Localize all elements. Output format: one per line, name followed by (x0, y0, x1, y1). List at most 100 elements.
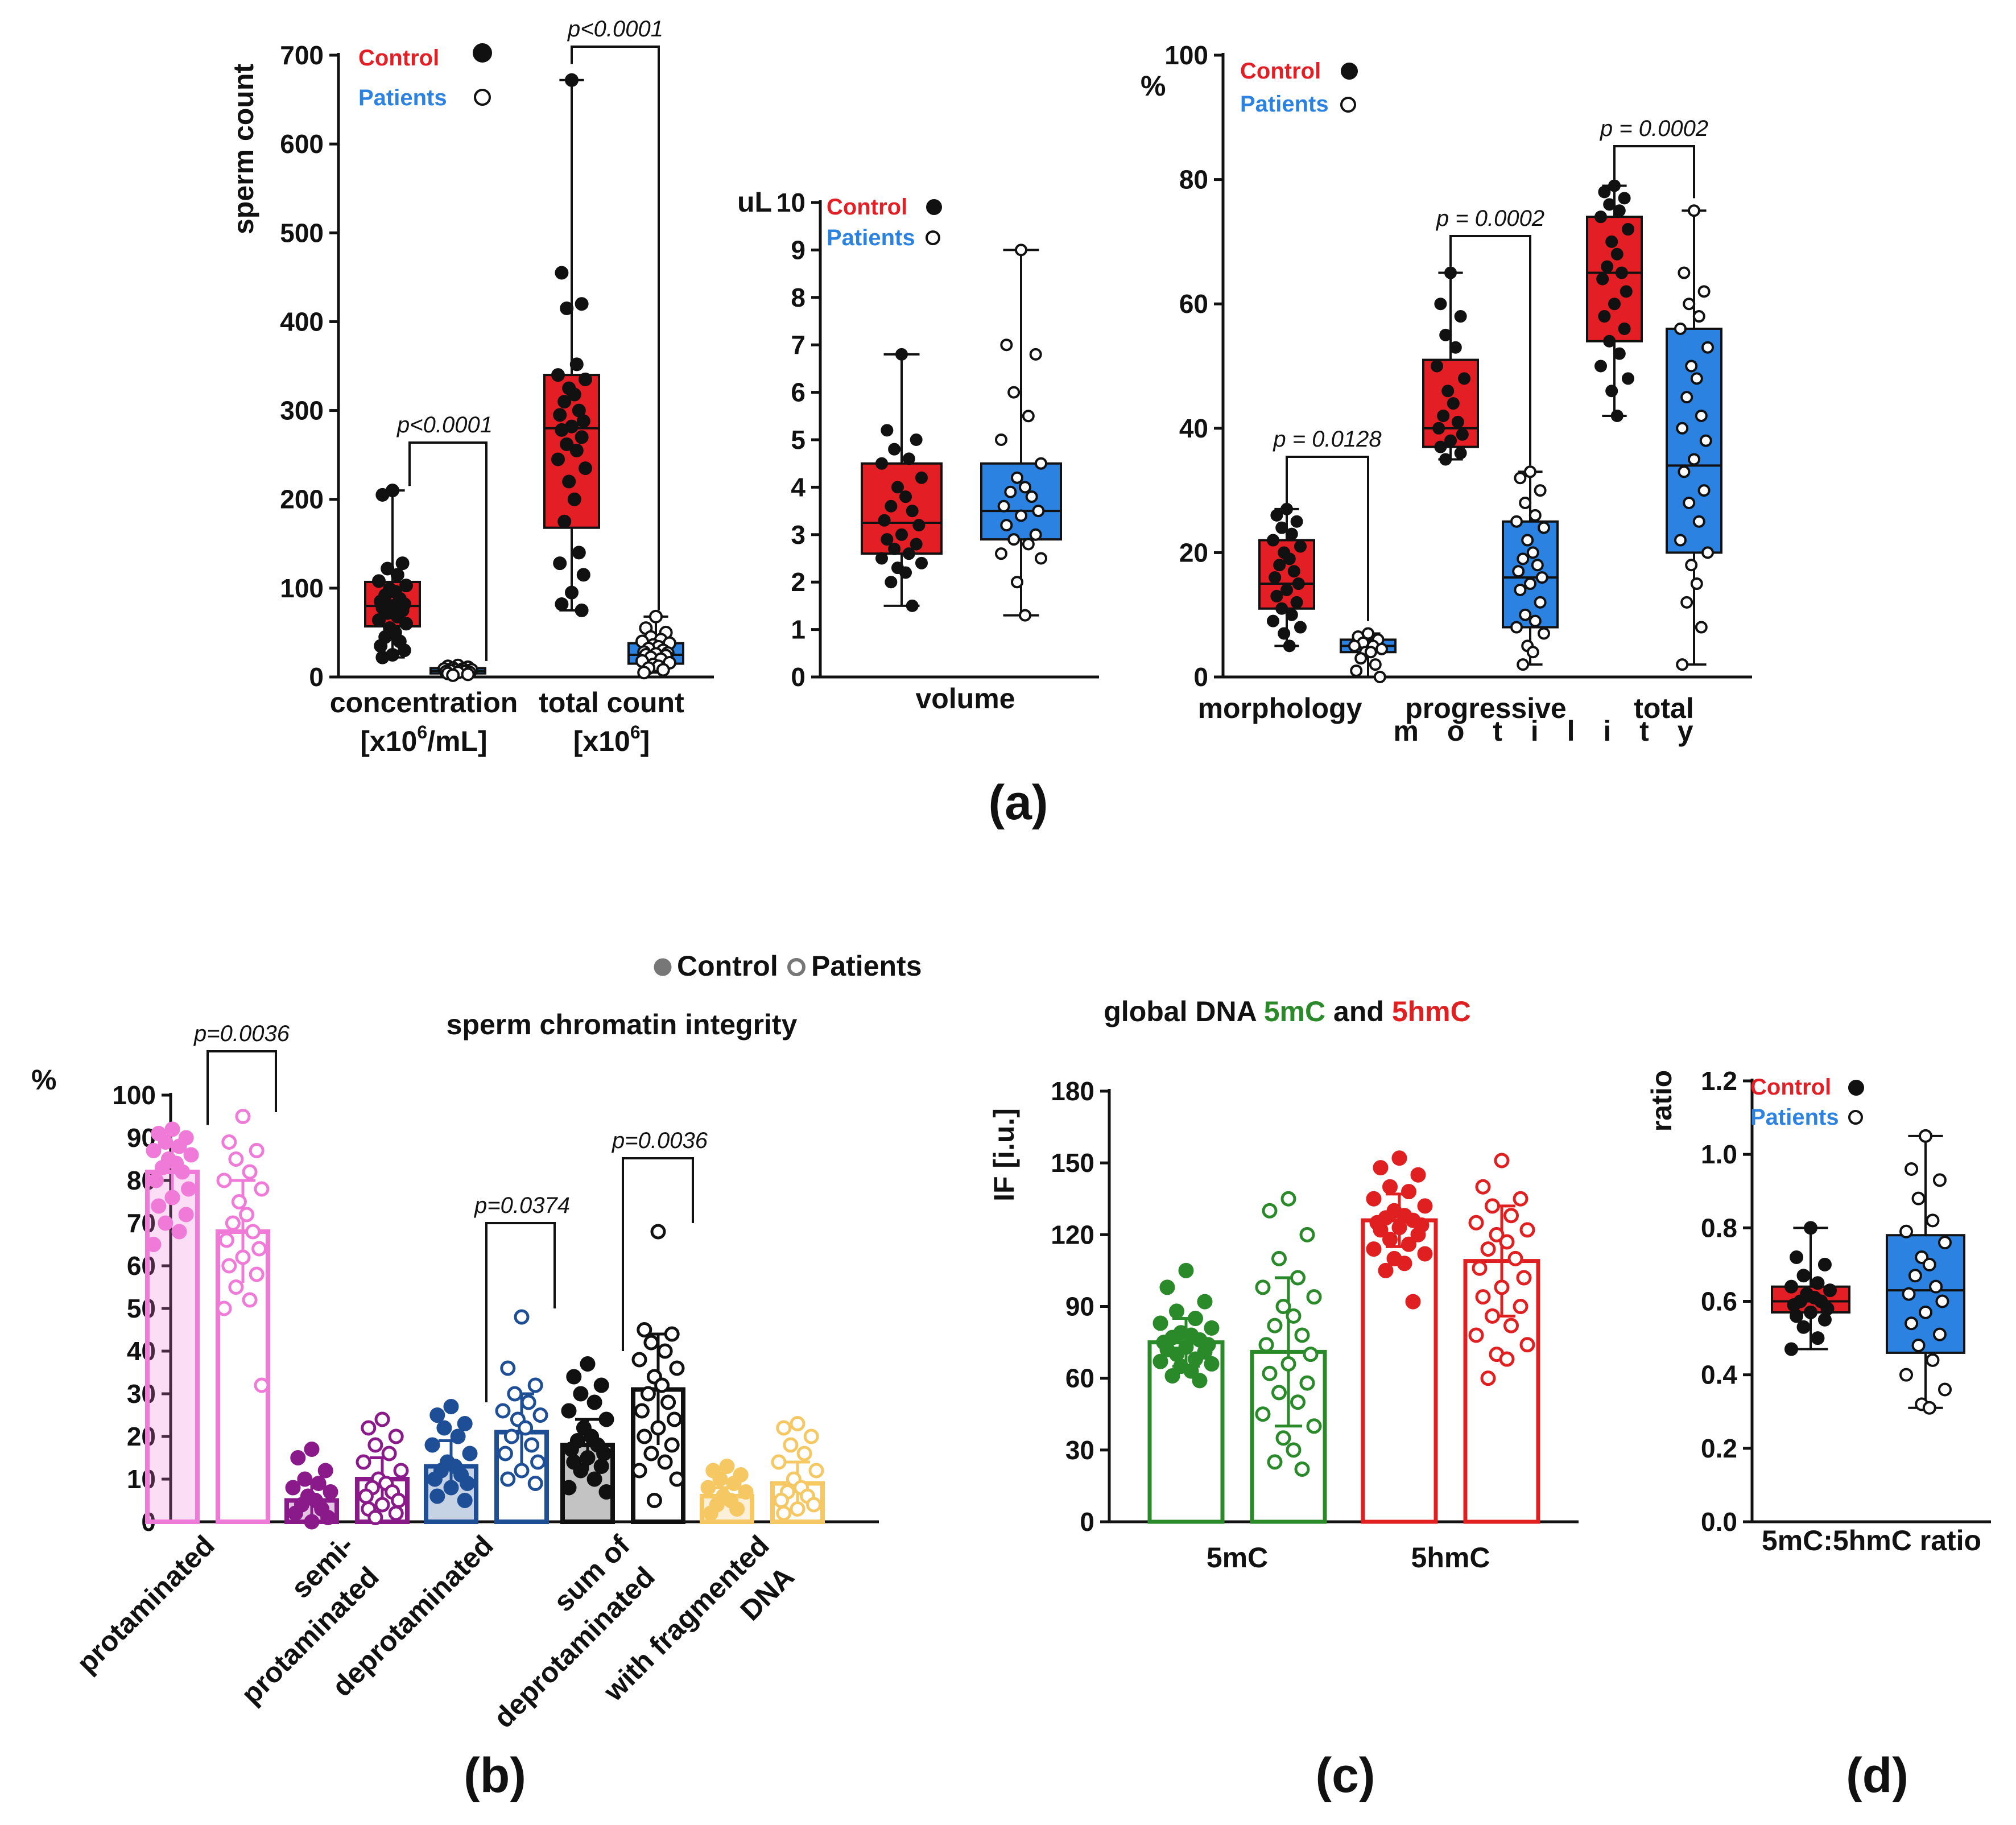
data-point (783, 1437, 799, 1453)
data-point (429, 1488, 445, 1504)
legend-control-label: Control (1750, 1075, 1831, 1100)
x-category-unit: [x106] (573, 722, 650, 757)
data-point (164, 1190, 180, 1205)
data-point (399, 617, 413, 631)
data-point (1405, 1294, 1421, 1310)
unit-part: ] (641, 725, 650, 757)
data-point (1019, 609, 1031, 622)
data-point (598, 1484, 614, 1500)
bar-control (1361, 1218, 1438, 1524)
data-point (1255, 1279, 1271, 1295)
data-point (1692, 310, 1705, 323)
data-point (1269, 571, 1282, 584)
data-point (1378, 1262, 1394, 1278)
y-tick-label: 5 (791, 425, 805, 455)
legend-patients-marker (926, 230, 940, 245)
data-point (1280, 583, 1293, 596)
data-point (1294, 1327, 1310, 1343)
data-point (1919, 1129, 1932, 1143)
data-point (557, 394, 572, 408)
data-point (1603, 335, 1616, 348)
data-point (1366, 1241, 1382, 1257)
data-point (151, 1198, 167, 1214)
data-point (530, 1454, 546, 1470)
x-category-unit: [x106/mL] (360, 722, 487, 757)
data-point (154, 1160, 170, 1175)
pvalue-progressive-bracket (1449, 235, 1531, 466)
data-point (1613, 347, 1626, 360)
data-point (1692, 515, 1705, 528)
data-point (1417, 1198, 1433, 1214)
data-point (1538, 521, 1550, 534)
data-point (875, 457, 888, 470)
data-point (1285, 608, 1298, 621)
data-point (650, 1420, 666, 1436)
data-point (1796, 1269, 1811, 1283)
data-point (1608, 179, 1621, 192)
data-point (875, 552, 888, 565)
data-point (567, 387, 581, 402)
data-point (1456, 428, 1469, 441)
data-point (1811, 1331, 1825, 1345)
data-point (1434, 440, 1447, 453)
data-point (1524, 465, 1536, 478)
data-point (806, 1497, 822, 1513)
x-axis-label: volume (915, 683, 1015, 715)
legend-control-label: Control (827, 195, 907, 220)
data-point (726, 1476, 742, 1491)
data-point (1695, 621, 1708, 634)
data-point (527, 1476, 543, 1491)
data-point (228, 1279, 244, 1295)
data-point (457, 1493, 473, 1508)
data-point (1449, 341, 1462, 354)
y-tick-label: 50 (127, 1294, 156, 1323)
chart-title: global DNA 5mC and 5hmC (1104, 996, 1470, 1027)
data-point (1271, 1250, 1287, 1266)
data-point (1594, 210, 1607, 224)
y-tick-label: 0.4 (1701, 1360, 1737, 1390)
y-tick-label: 4 (791, 472, 805, 502)
data-point (1015, 243, 1027, 257)
data-point (1535, 571, 1548, 584)
data-point (1480, 1241, 1496, 1257)
data-point (575, 603, 589, 617)
data-point (367, 1437, 383, 1453)
data-point (1267, 614, 1279, 627)
data-point (183, 1147, 199, 1163)
data-point (1458, 372, 1470, 385)
data-point (1605, 385, 1618, 398)
data-point (1787, 1298, 1801, 1312)
data-point (1618, 322, 1631, 335)
data-point (569, 357, 584, 371)
data-point (374, 1411, 390, 1427)
data-point (235, 1109, 251, 1124)
data-point (457, 1416, 473, 1431)
data-point (1784, 1342, 1798, 1356)
data-point (520, 1394, 536, 1410)
data-point (254, 1377, 270, 1393)
y-tick-label: 70 (127, 1208, 156, 1238)
data-point (902, 452, 915, 465)
data-point (1811, 1276, 1825, 1290)
data-point (171, 1224, 187, 1240)
legend-control-marker (926, 199, 942, 215)
data-point (573, 1463, 589, 1479)
data-point (216, 1172, 232, 1188)
data-point (1292, 577, 1305, 591)
box-control (1586, 216, 1643, 342)
data-point (1011, 471, 1023, 484)
data-point (1485, 1198, 1500, 1214)
data-point (643, 1335, 659, 1351)
data-point (374, 639, 388, 653)
data-point (906, 505, 919, 518)
x-category-label: morphology (1198, 692, 1362, 724)
data-point (1382, 1232, 1398, 1248)
data-point (1280, 1191, 1296, 1207)
legend-patients-marker (1340, 97, 1356, 113)
data-point (216, 1300, 232, 1316)
data-point (1610, 409, 1623, 422)
data-point (375, 488, 390, 502)
data-point (1441, 385, 1455, 398)
data-point (1480, 1370, 1496, 1386)
data-point (1680, 596, 1693, 609)
